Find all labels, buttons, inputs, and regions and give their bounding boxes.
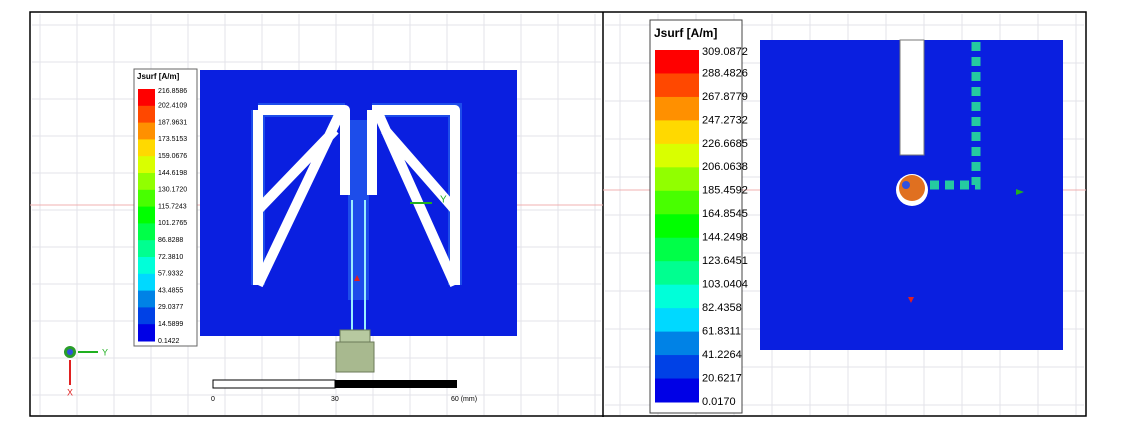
screenshot: Y Y X 0 30 60 (mm) Jsurf [A/m] Jsurf [A/… xyxy=(0,0,1126,417)
triad-label: Y xyxy=(102,347,108,357)
color-swatch xyxy=(138,291,155,308)
color-swatch xyxy=(138,106,155,123)
color-swatch xyxy=(655,214,699,238)
legend-label: 123.6451 xyxy=(702,255,748,267)
scale-label: 0 xyxy=(211,396,215,403)
scale-bar xyxy=(335,380,457,388)
color-swatch xyxy=(138,139,155,156)
legend-label: 267.8779 xyxy=(702,91,748,103)
legend-label: 0.1422 xyxy=(158,338,180,345)
legend-label: 0.0170 xyxy=(702,396,736,408)
color-swatch xyxy=(655,332,699,356)
triad-label: X xyxy=(67,387,73,397)
legend-label: 57.9332 xyxy=(158,271,183,278)
scale-bar xyxy=(213,380,335,388)
color-swatch xyxy=(138,307,155,324)
color-swatch xyxy=(655,73,699,97)
legend-title: Jsurf [A/m] xyxy=(654,26,717,40)
legend-label: 41.2264 xyxy=(702,349,742,361)
legend-label: 173.5153 xyxy=(158,136,187,143)
color-swatch xyxy=(138,223,155,240)
legend-label: 185.4592 xyxy=(702,185,748,197)
color-swatch xyxy=(655,261,699,285)
legend-label: 226.6685 xyxy=(702,138,748,150)
color-swatch xyxy=(655,191,699,215)
legend-label: 43.4855 xyxy=(158,287,183,294)
legend-label: 247.2732 xyxy=(702,114,748,126)
color-swatch xyxy=(138,156,155,173)
color-swatch xyxy=(138,89,155,106)
probe xyxy=(902,181,910,189)
color-swatch xyxy=(138,324,155,341)
color-swatch xyxy=(655,97,699,121)
scale-label: 60 (mm) xyxy=(451,396,477,403)
legend-label: 159.0676 xyxy=(158,153,187,160)
color-swatch xyxy=(655,308,699,332)
legend-label: 14.5899 xyxy=(158,321,183,328)
color-swatch xyxy=(138,240,155,257)
legend-label: 187.9631 xyxy=(158,119,187,126)
color-swatch xyxy=(655,120,699,144)
legend-label: 206.0638 xyxy=(702,161,748,173)
legend-label: 202.4109 xyxy=(158,103,187,110)
color-swatch xyxy=(655,167,699,191)
color-swatch xyxy=(655,379,699,403)
legend-label: 309.0872 xyxy=(702,46,748,58)
color-swatch xyxy=(138,190,155,207)
legend-label: 288.4826 xyxy=(702,67,748,79)
legend-label: 82.4358 xyxy=(702,302,742,314)
legend-label: 86.8288 xyxy=(158,237,183,244)
probe xyxy=(899,175,925,201)
legend-label: 216.8586 xyxy=(158,88,187,95)
legend-label: 103.0404 xyxy=(702,279,748,291)
legend-label: 20.6217 xyxy=(702,372,742,384)
color-swatch xyxy=(138,207,155,224)
connector xyxy=(336,342,374,372)
legend-label: 61.8311 xyxy=(702,326,741,338)
color-swatch xyxy=(138,123,155,140)
color-swatch xyxy=(655,355,699,379)
axis-label: Y xyxy=(440,195,447,206)
legend-label: 144.6198 xyxy=(158,170,187,177)
color-swatch xyxy=(138,257,155,274)
legend-label: 164.8545 xyxy=(702,208,748,220)
color-swatch xyxy=(655,50,699,74)
legend-label: 29.0377 xyxy=(158,304,183,311)
color-swatch xyxy=(655,285,699,309)
color-swatch xyxy=(655,144,699,168)
legend-title: Jsurf [A/m] xyxy=(137,72,180,81)
scale-label: 30 xyxy=(331,396,339,403)
triad xyxy=(67,349,73,355)
color-swatch xyxy=(138,173,155,190)
legend-label: 72.3810 xyxy=(158,254,183,261)
connector xyxy=(340,330,370,342)
legend-label: 101.2765 xyxy=(158,220,187,227)
legend-label: 130.1720 xyxy=(158,187,187,194)
legend-label: 144.2498 xyxy=(702,232,748,244)
color-swatch xyxy=(138,274,155,291)
color-swatch xyxy=(655,238,699,262)
legend-label: 115.7243 xyxy=(158,203,187,210)
feed-strip xyxy=(900,40,924,155)
